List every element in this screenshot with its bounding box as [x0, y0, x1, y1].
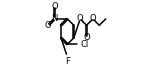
Text: N: N: [51, 14, 58, 23]
Text: F: F: [65, 57, 70, 66]
Text: O: O: [77, 14, 84, 23]
Text: Cl: Cl: [80, 40, 88, 49]
Text: O: O: [51, 2, 58, 11]
Text: O: O: [83, 33, 90, 42]
Text: O: O: [90, 14, 96, 23]
Text: O: O: [45, 21, 52, 30]
